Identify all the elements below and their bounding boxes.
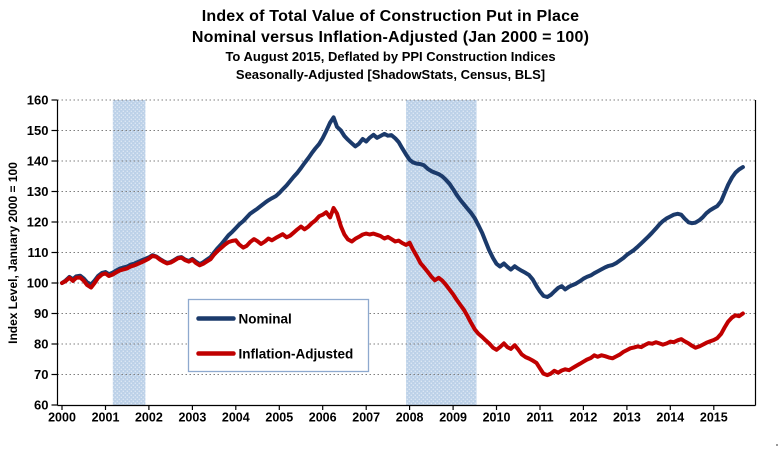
x-tick-label-2005: 2005 [265, 411, 293, 425]
chart-title-line2: Nominal versus Inflation-Adjusted (Jan 2… [191, 29, 590, 46]
x-tick-label-2002: 2002 [135, 411, 163, 425]
x-tick-label-2012: 2012 [569, 411, 597, 425]
x-tick-label-2010: 2010 [483, 411, 511, 425]
chart-title-line1: Index of Total Value of Construction Put… [201, 8, 580, 25]
x-tick-label-2009: 2009 [439, 411, 467, 425]
x-tick-label-2003: 2003 [178, 411, 206, 425]
x-tick-label-2014: 2014 [656, 411, 684, 425]
y-tick-label-70: 70 [34, 367, 48, 382]
y-tick-label-100: 100 [27, 276, 49, 291]
x-tick-label-2000: 2000 [48, 411, 76, 425]
x-tick-label-2004: 2004 [222, 411, 250, 425]
y-tick-label-160: 160 [27, 93, 49, 108]
legend-label-inflation-adjusted: Inflation-Adjusted [239, 347, 354, 362]
y-tick-label-80: 80 [34, 337, 48, 352]
x-tick-label-2011: 2011 [526, 411, 553, 425]
x-tick-label-2006: 2006 [309, 411, 337, 425]
chart-subtitle-line1: To August 2015, Deflated by PPI Construc… [225, 49, 556, 64]
y-tick-label-140: 140 [27, 154, 49, 169]
chart-subtitle-line2: Seasonally-Adjusted [ShadowStats, Census… [235, 67, 546, 82]
series-line-inflation-adjusted [60, 206, 745, 378]
y-tick-label-150: 150 [27, 123, 49, 138]
x-tick-label-2008: 2008 [396, 411, 424, 425]
y-tick-label-110: 110 [28, 245, 49, 260]
y-axis-title: Index Level, January 2000 = 100 [0, 100, 26, 405]
corner-artifact [776, 444, 778, 446]
y-tick-label-120: 120 [27, 215, 49, 230]
legend-box [187, 298, 370, 373]
x-tick-label-2013: 2013 [613, 411, 641, 425]
x-tick-label-2015: 2015 [700, 411, 728, 425]
y-tick-label-90: 90 [34, 306, 48, 321]
series-line-nominal [60, 115, 745, 299]
y-axis-title-text: Index Level, January 2000 = 100 [6, 161, 20, 344]
chart-titles: Index of Total Value of Construction Put… [0, 6, 781, 84]
x-tick-label-2001: 2001 [92, 411, 120, 425]
x-tick-label-2007: 2007 [352, 411, 380, 425]
y-tick-label-130: 130 [27, 184, 49, 199]
legend-label-nominal: Nominal [239, 312, 292, 327]
y-tick-label-60: 60 [34, 398, 48, 413]
